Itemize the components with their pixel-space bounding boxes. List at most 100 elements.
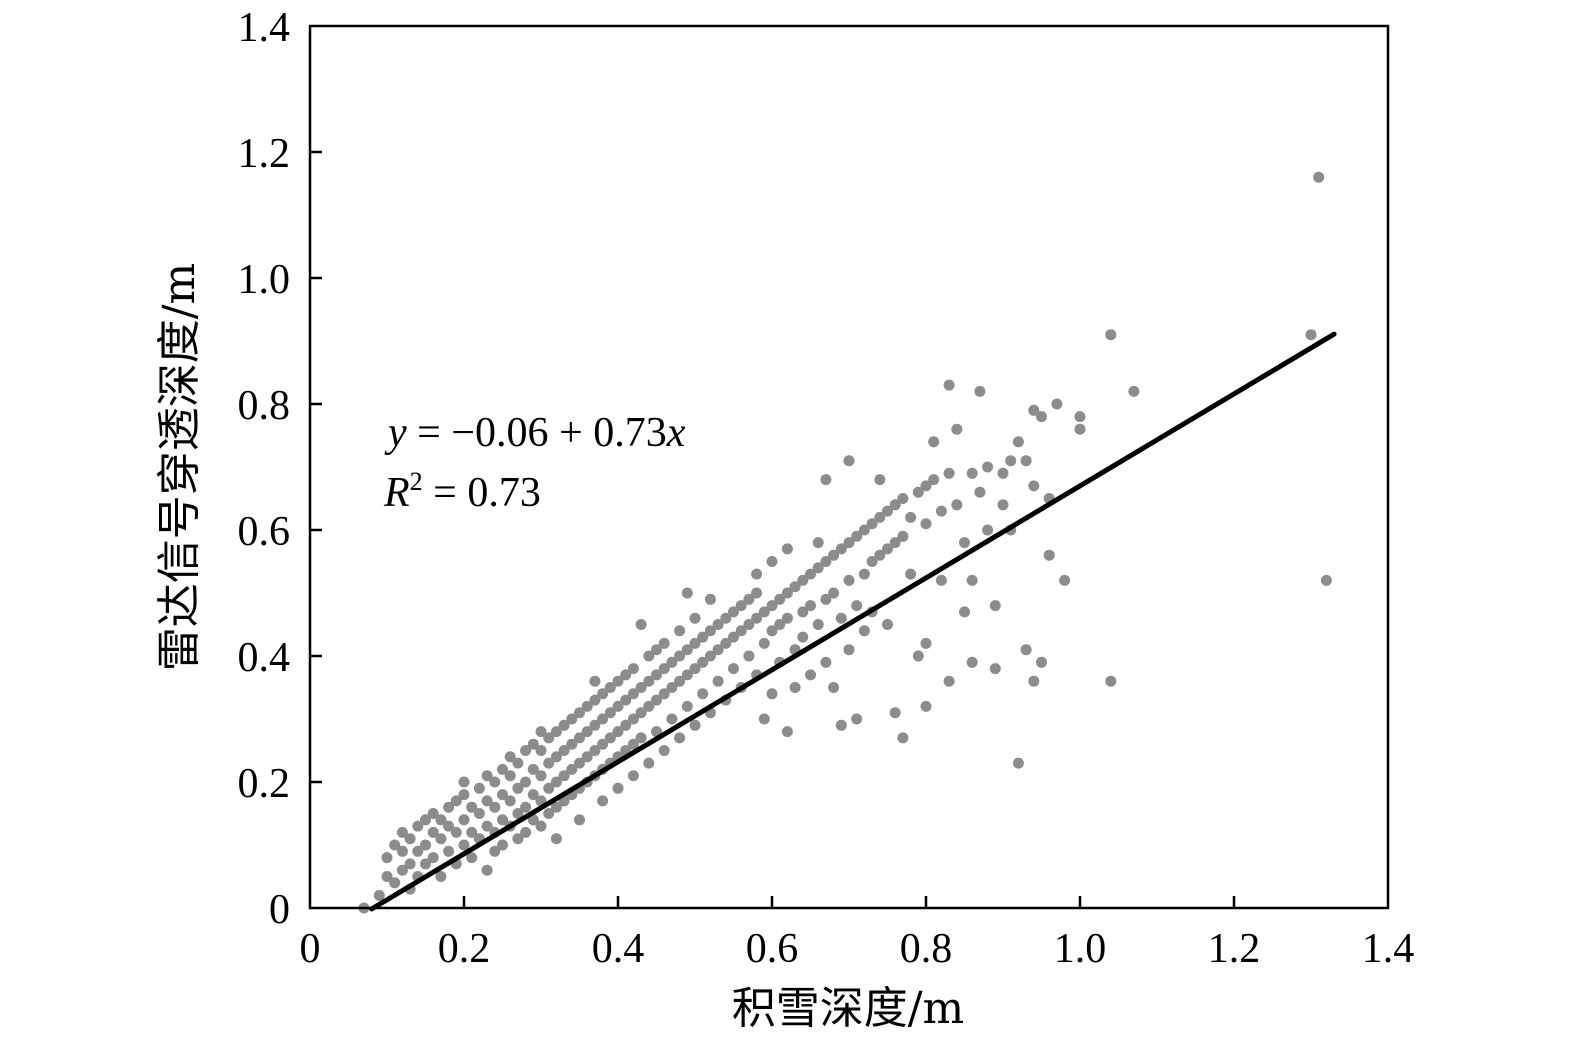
data-point [481,770,493,782]
data-point [466,801,478,813]
data-point [558,719,570,731]
data-point [920,700,932,712]
equation-y: y [384,410,407,456]
data-point [396,864,408,876]
data-point [666,682,678,693]
data-point [858,625,870,637]
data-point [874,474,886,486]
data-point [627,738,639,750]
data-point [704,593,716,605]
data-point [535,726,547,738]
data-point [728,663,739,675]
data-point [766,556,778,567]
data-point [743,650,755,662]
data-point [512,757,524,769]
data-point [535,820,547,832]
data-point [604,682,616,693]
x-tick-label: 1.2 [1208,926,1261,972]
data-point [928,436,940,448]
data-point [1305,329,1317,341]
data-point [674,675,686,687]
data-point [966,656,978,668]
data-point [651,694,662,706]
data-point [666,656,678,668]
x-tick-label: 1.0 [1054,926,1107,972]
data-point [697,631,709,643]
y-tick-label: 0.6 [238,509,291,555]
data-point [643,700,655,712]
data-point [681,644,693,656]
data-point [658,745,670,756]
data-point [489,801,501,813]
data-point [635,707,647,719]
data-point [666,713,678,725]
data-point [858,568,870,580]
y-tick-label: 0.8 [238,383,291,429]
data-point [905,568,917,580]
data-point [789,682,801,693]
data-point [766,600,778,612]
ticks-layer: 0 0.2 0.4 0.6 0.8 1.0 1.2 1.4 0 0.2 0.4 0.6 0.8 1.0 1.… [238,5,1415,972]
data-point [581,751,593,763]
data-point [805,600,816,612]
data-point [951,499,963,511]
data-point [481,864,493,876]
data-point [1128,385,1140,397]
data-point [396,845,408,857]
data-point [589,694,601,706]
data-point [1051,398,1063,410]
data-point [959,537,970,549]
data-point [751,568,763,580]
data-point [527,763,539,775]
data-point [658,637,670,649]
data-point [704,650,716,662]
data-point [897,530,909,542]
data-point [997,467,1009,479]
data-point [396,826,408,838]
data-point [635,732,647,744]
data-point [543,782,555,794]
data-point [620,669,632,681]
data-point [527,814,539,826]
equation-x: x [666,410,686,456]
data-point [443,845,455,857]
data-point [728,631,739,643]
data-point [743,593,755,605]
data-point [504,770,516,782]
data-point [920,518,932,530]
points-layer [358,171,1332,914]
data-point [535,745,547,756]
data-point [389,877,401,889]
data-point [1313,171,1325,183]
data-point [512,833,524,845]
data-point [689,612,701,624]
data-point [951,423,963,435]
data-point [597,688,609,700]
data-point [866,556,878,567]
data-point [443,801,455,813]
data-point [882,543,893,555]
data-point [943,379,955,391]
data-point [481,820,493,832]
data-point [912,650,924,662]
data-point [758,713,770,725]
data-point [450,826,462,838]
data-point [620,719,632,731]
regression-equation: y = −0.06 + 0.73x [384,410,686,456]
data-point [635,619,647,630]
data-point [712,619,724,630]
data-point [520,826,532,838]
data-point [627,688,639,700]
data-point [889,499,901,511]
data-point [781,726,793,738]
data-point [581,726,593,738]
data-point [420,814,431,826]
data-point [720,612,732,624]
data-point [612,700,624,712]
data-point [651,644,662,656]
data-point [589,719,601,731]
data-point [882,619,893,630]
data-point [651,669,662,681]
data-point [566,763,578,775]
y-axis-title: 雷达信号穿透深度/m [154,263,205,672]
